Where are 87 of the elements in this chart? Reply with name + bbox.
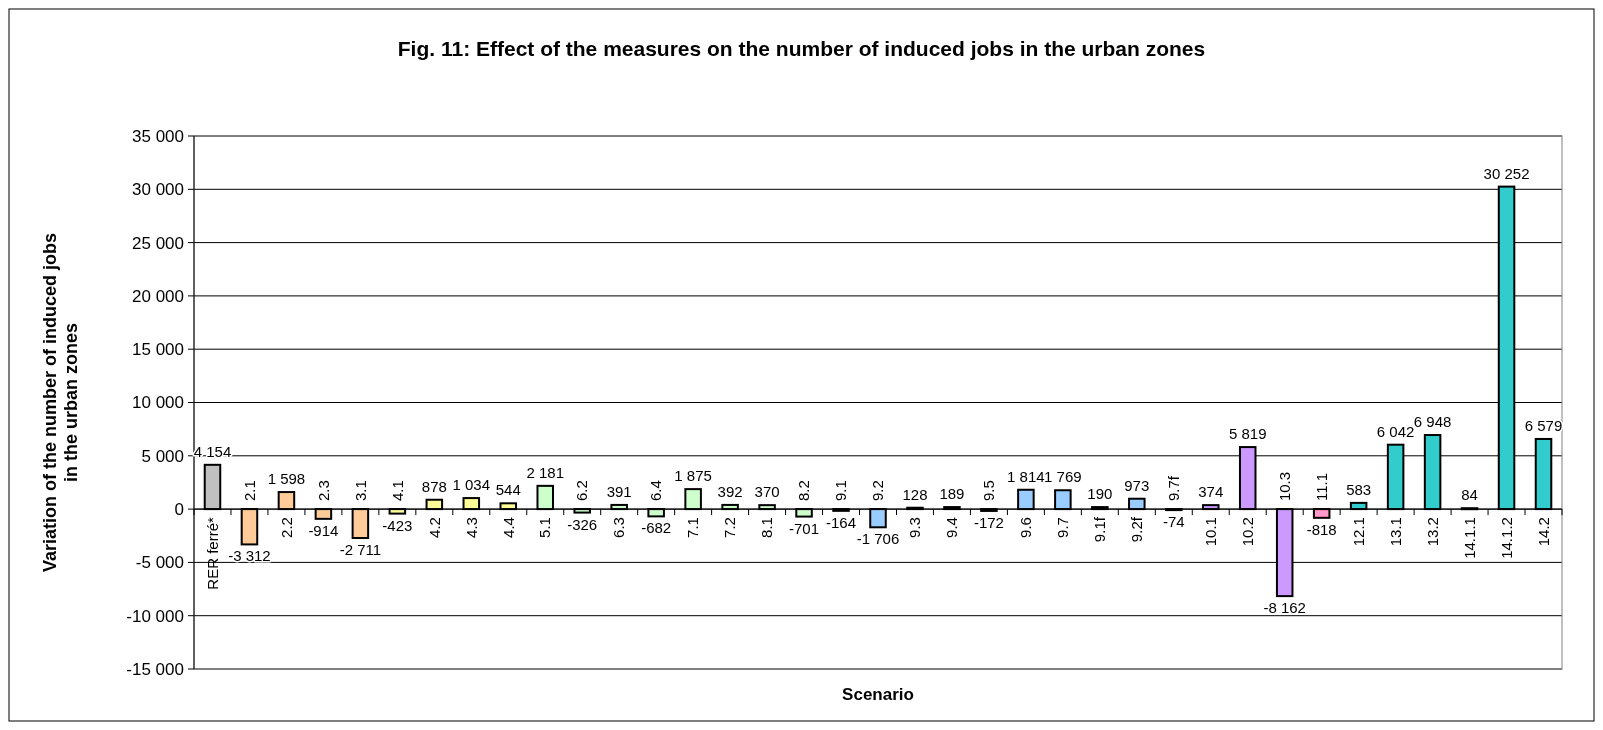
y-tick-label: -15 000	[126, 659, 184, 679]
chart-title: Fig. 11: Effect of the measures on the number of induced jobs in the urban zones	[397, 37, 1206, 60]
data-label: 544	[495, 481, 521, 499]
data-label: 1 875	[674, 467, 712, 485]
data-label: -3 312	[228, 547, 271, 565]
data-label: 878	[421, 477, 447, 495]
x-tick-label: 14.2	[1534, 517, 1552, 547]
x-tick-label: 11.1	[1312, 473, 1330, 502]
x-tick-label: 14.1.1	[1460, 517, 1478, 559]
x-tick-label: 14.1.2	[1497, 517, 1515, 559]
x-tick-label: 4.3	[462, 517, 480, 538]
x-tick-label: 9.7	[1054, 517, 1072, 538]
data-label: -172	[973, 513, 1004, 531]
data-label: 1 598	[267, 470, 306, 488]
y-tick-label: 35 000	[132, 126, 184, 146]
data-label: 6 042	[1376, 422, 1415, 440]
data-label: -74	[1162, 512, 1185, 530]
data-label: -682	[641, 519, 672, 537]
data-label: 1 034	[452, 476, 491, 494]
data-label: 84	[1461, 486, 1478, 504]
data-label: 190	[1087, 485, 1113, 503]
data-label: 30 252	[1483, 164, 1530, 182]
data-label: -701	[789, 519, 820, 537]
x-tick-label: 9.5	[980, 480, 998, 502]
y-tick-label: -10 000	[126, 606, 184, 626]
y-tick-label: 5 000	[141, 446, 184, 466]
x-tick-label: 2.3	[314, 480, 332, 502]
x-axis-title: Scenario	[842, 685, 914, 704]
x-tick-label: 10.1	[1202, 517, 1220, 547]
x-tick-label: 4.4	[499, 517, 517, 538]
x-tick-label: RER ferré*	[203, 516, 221, 590]
x-tick-label: 10.3	[1275, 471, 1293, 502]
data-label: -326	[567, 515, 598, 533]
x-tick-label: 9.2	[869, 480, 887, 502]
data-label: 1 814	[1007, 467, 1045, 485]
x-tick-label: 4.1	[388, 480, 406, 502]
y-tick-label: 20 000	[132, 286, 184, 306]
x-tick-label: 8.2	[795, 480, 813, 502]
x-tick-label: 13.1	[1386, 517, 1404, 547]
y-tick-label: 10 000	[132, 393, 184, 413]
data-label: -8 162	[1263, 599, 1306, 617]
y-tick-label: 15 000	[132, 340, 184, 360]
x-tick-label: 5.1	[536, 517, 554, 538]
data-label: -423	[382, 516, 413, 534]
x-tick-label: 10.2	[1238, 517, 1256, 547]
x-tick-label: 8.1	[758, 517, 776, 538]
data-label: 370	[754, 483, 780, 501]
data-label: -914	[308, 521, 339, 539]
data-label: 189	[939, 485, 965, 503]
x-tick-label: 12.1	[1349, 517, 1367, 547]
x-tick-label: 9.7f	[1165, 475, 1183, 502]
y-tick-label: 0	[174, 500, 184, 520]
data-label: -2 711	[339, 541, 382, 558]
data-label: -1 706	[856, 530, 900, 548]
data-label: -164	[826, 513, 857, 531]
x-tick-label: 6.4	[647, 480, 665, 502]
data-label: 391	[606, 482, 632, 500]
data-label: 6 579	[1524, 416, 1563, 434]
data-label: 374	[1198, 483, 1224, 501]
data-label: 583	[1346, 480, 1372, 498]
x-tick-label: 9.2f	[1128, 516, 1146, 543]
x-tick-label: 2.2	[277, 517, 295, 538]
x-tick-label: 9.4	[943, 517, 961, 538]
y-tick-label: -5 000	[135, 553, 184, 573]
data-label: 2 181	[526, 463, 565, 481]
x-tick-label: 7.1	[684, 517, 702, 538]
x-tick-label: 9.1	[832, 480, 850, 502]
y-tick-label: 25 000	[132, 233, 184, 253]
data-label: -818	[1306, 520, 1337, 538]
data-label: 392	[717, 482, 743, 500]
x-tick-label: 4.2	[425, 517, 443, 538]
data-label: 128	[902, 485, 928, 503]
data-label: 973	[1124, 476, 1150, 494]
x-tick-label: 3.1	[351, 480, 369, 502]
x-tick-label: 7.2	[721, 517, 739, 538]
x-tick-label: 13.2	[1423, 517, 1441, 547]
x-tick-label: 2.1	[240, 480, 258, 502]
x-tick-label: 9.3	[906, 517, 924, 538]
data-label: 5 819	[1228, 425, 1267, 443]
data-label: 1 769	[1044, 468, 1082, 486]
x-tick-label: 6.2	[573, 480, 591, 502]
data-label: 6 948	[1413, 413, 1452, 431]
x-tick-label: 9.1f	[1091, 516, 1109, 543]
y-tick-label: 30 000	[132, 180, 184, 200]
y-axis-title: Variation of the number of induced jobs in the urban zones	[39, 232, 82, 574]
x-tick-label: 6.3	[610, 517, 628, 538]
x-tick-label: 9.6	[1017, 517, 1035, 538]
